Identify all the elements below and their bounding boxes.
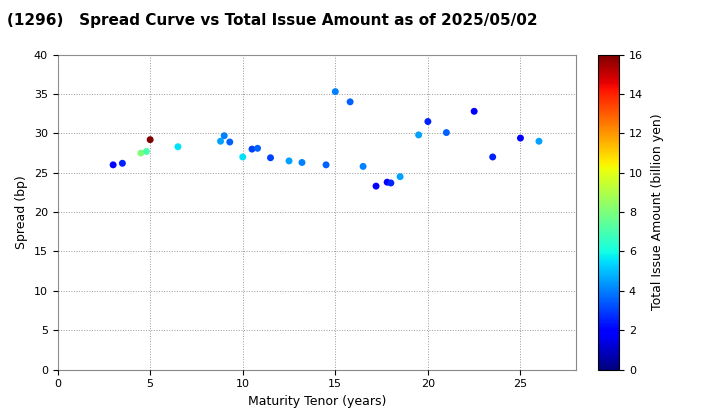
Point	[145, 136, 156, 143]
Point	[215, 138, 226, 144]
Point	[265, 155, 276, 161]
Point	[385, 180, 397, 186]
Point	[382, 179, 393, 186]
Point	[422, 118, 433, 125]
Point	[296, 159, 307, 166]
Point	[330, 88, 341, 95]
Point	[320, 161, 332, 168]
Point	[413, 131, 424, 138]
Point	[172, 143, 184, 150]
Point	[218, 132, 230, 139]
Point	[441, 129, 452, 136]
Point	[370, 183, 382, 189]
Point	[107, 161, 119, 168]
Point	[395, 173, 406, 180]
Point	[117, 160, 128, 167]
Text: (1296)   Spread Curve vs Total Issue Amount as of 2025/05/02: (1296) Spread Curve vs Total Issue Amoun…	[7, 13, 538, 28]
Point	[469, 108, 480, 115]
Point	[237, 154, 248, 160]
X-axis label: Maturity Tenor (years): Maturity Tenor (years)	[248, 395, 386, 408]
Point	[246, 146, 258, 152]
Y-axis label: Spread (bp): Spread (bp)	[15, 175, 28, 249]
Point	[487, 154, 498, 160]
Point	[515, 135, 526, 142]
Y-axis label: Total Issue Amount (billion yen): Total Issue Amount (billion yen)	[652, 114, 665, 310]
Point	[224, 139, 235, 145]
Point	[140, 148, 152, 155]
Point	[283, 158, 294, 164]
Point	[357, 163, 369, 170]
Point	[344, 98, 356, 105]
Point	[135, 150, 147, 156]
Point	[534, 138, 545, 144]
Point	[252, 145, 264, 152]
